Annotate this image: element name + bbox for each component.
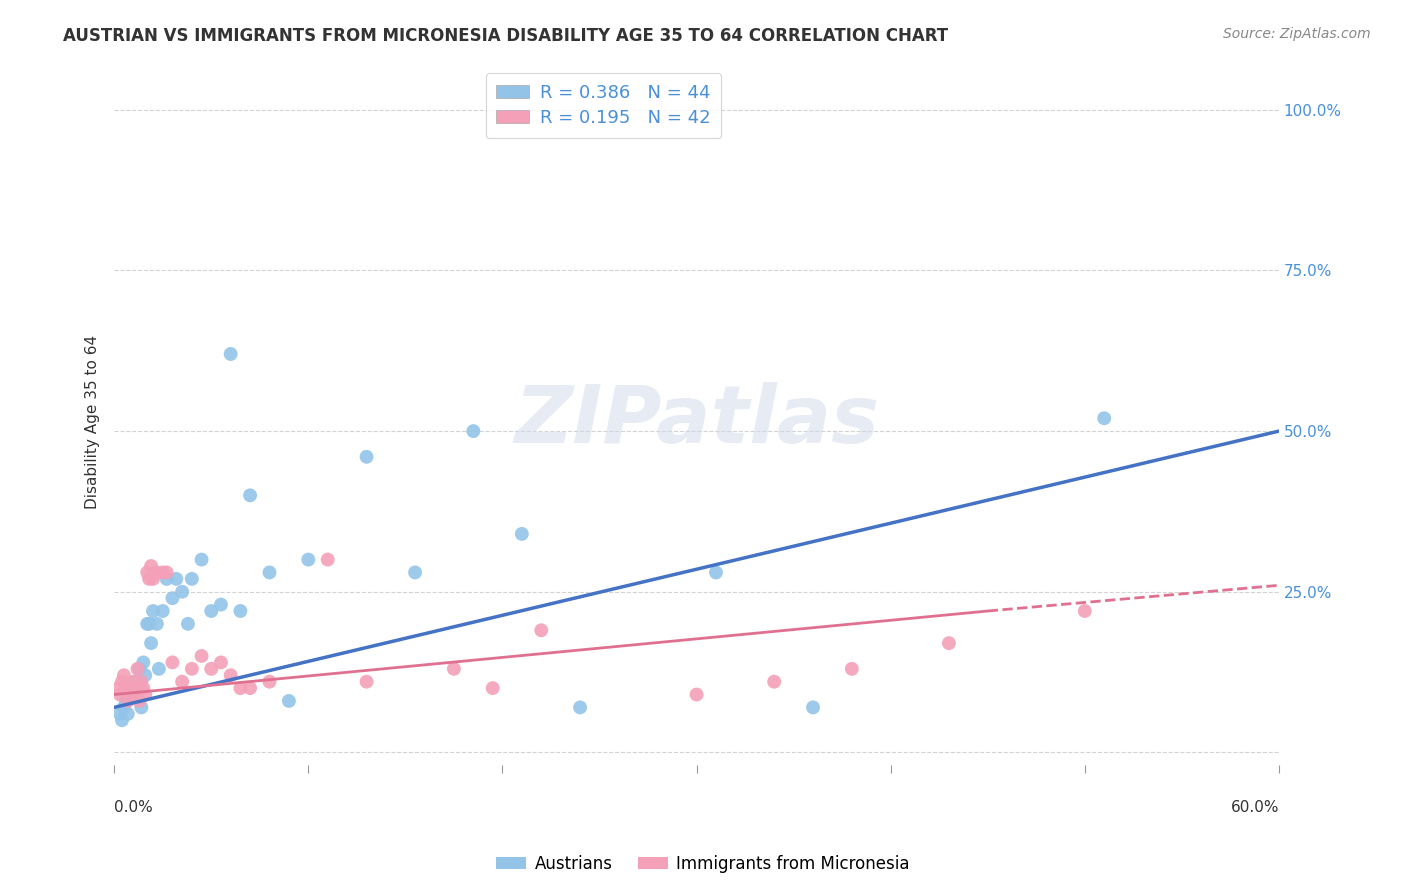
Point bbox=[180, 572, 202, 586]
Point bbox=[259, 566, 281, 580]
Point bbox=[111, 713, 134, 727]
Point bbox=[118, 681, 141, 695]
Point bbox=[136, 566, 159, 580]
Point bbox=[152, 566, 174, 580]
Point bbox=[569, 700, 592, 714]
Point bbox=[136, 616, 159, 631]
Point bbox=[127, 681, 149, 695]
Point bbox=[152, 604, 174, 618]
Point bbox=[121, 688, 143, 702]
Point bbox=[124, 681, 146, 695]
Point bbox=[1092, 411, 1115, 425]
Point bbox=[190, 648, 212, 663]
Point bbox=[200, 604, 222, 618]
Point bbox=[112, 700, 135, 714]
Point bbox=[134, 688, 156, 702]
Point bbox=[685, 688, 707, 702]
Point bbox=[316, 552, 339, 566]
Point bbox=[108, 688, 131, 702]
Point bbox=[139, 559, 162, 574]
Point bbox=[114, 694, 136, 708]
Point bbox=[142, 604, 165, 618]
Point bbox=[118, 688, 141, 702]
Point bbox=[139, 636, 162, 650]
Point bbox=[172, 584, 194, 599]
Point bbox=[219, 668, 242, 682]
Point bbox=[938, 636, 960, 650]
Point bbox=[177, 616, 200, 631]
Point bbox=[190, 552, 212, 566]
Point bbox=[107, 681, 129, 695]
Legend: Austrians, Immigrants from Micronesia: Austrians, Immigrants from Micronesia bbox=[489, 848, 917, 880]
Point bbox=[356, 450, 378, 464]
Point bbox=[117, 706, 139, 721]
Point bbox=[155, 566, 177, 580]
Point bbox=[530, 624, 553, 638]
Point bbox=[131, 674, 153, 689]
Point bbox=[155, 572, 177, 586]
Point bbox=[132, 681, 155, 695]
Point bbox=[132, 656, 155, 670]
Y-axis label: Disability Age 35 to 64: Disability Age 35 to 64 bbox=[86, 334, 100, 508]
Point bbox=[146, 566, 169, 580]
Point bbox=[404, 566, 426, 580]
Point bbox=[229, 681, 252, 695]
Point bbox=[128, 662, 150, 676]
Point bbox=[162, 656, 184, 670]
Point bbox=[142, 572, 165, 586]
Point bbox=[481, 681, 503, 695]
Point bbox=[114, 681, 136, 695]
Point bbox=[209, 598, 232, 612]
Point bbox=[704, 566, 727, 580]
Point bbox=[165, 572, 187, 586]
Text: AUSTRIAN VS IMMIGRANTS FROM MICRONESIA DISABILITY AGE 35 TO 64 CORRELATION CHART: AUSTRIAN VS IMMIGRANTS FROM MICRONESIA D… bbox=[63, 27, 949, 45]
Text: ZIPatlas: ZIPatlas bbox=[515, 383, 879, 460]
Legend: R = 0.386   N = 44, R = 0.195   N = 42: R = 0.386 N = 44, R = 0.195 N = 42 bbox=[485, 73, 721, 138]
Point bbox=[239, 488, 262, 502]
Point bbox=[801, 700, 824, 714]
Point bbox=[127, 662, 149, 676]
Point bbox=[763, 674, 786, 689]
Point bbox=[463, 424, 485, 438]
Point bbox=[117, 694, 139, 708]
Point bbox=[239, 681, 262, 695]
Point bbox=[443, 662, 465, 676]
Point bbox=[131, 700, 153, 714]
Point bbox=[124, 674, 146, 689]
Point bbox=[229, 604, 252, 618]
Text: 0.0%: 0.0% bbox=[114, 799, 153, 814]
Point bbox=[1074, 604, 1097, 618]
Point bbox=[356, 674, 378, 689]
Text: Source: ZipAtlas.com: Source: ZipAtlas.com bbox=[1223, 27, 1371, 41]
Point bbox=[200, 662, 222, 676]
Point bbox=[148, 662, 170, 676]
Point bbox=[134, 668, 156, 682]
Point bbox=[297, 552, 319, 566]
Point bbox=[172, 674, 194, 689]
Point bbox=[122, 688, 145, 702]
Point bbox=[841, 662, 863, 676]
Point bbox=[219, 347, 242, 361]
Point bbox=[209, 656, 232, 670]
Point bbox=[138, 616, 160, 631]
Point bbox=[510, 527, 533, 541]
Text: 60.0%: 60.0% bbox=[1230, 799, 1279, 814]
Point bbox=[108, 706, 131, 721]
Point bbox=[121, 681, 143, 695]
Point bbox=[111, 674, 134, 689]
Point bbox=[180, 662, 202, 676]
Point bbox=[277, 694, 299, 708]
Point bbox=[112, 668, 135, 682]
Point bbox=[128, 694, 150, 708]
Point bbox=[138, 572, 160, 586]
Point bbox=[146, 616, 169, 631]
Point bbox=[162, 591, 184, 606]
Point bbox=[259, 674, 281, 689]
Point bbox=[122, 674, 145, 689]
